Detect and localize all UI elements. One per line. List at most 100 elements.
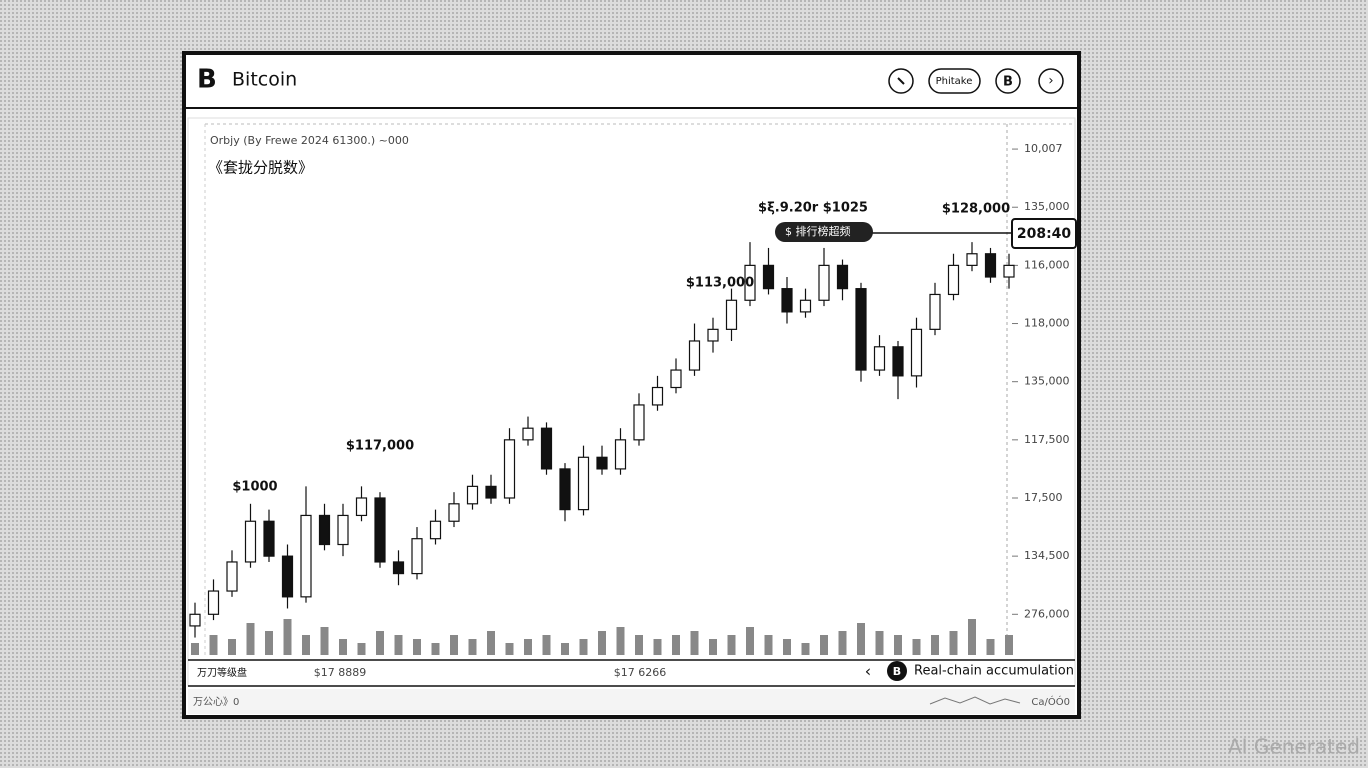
- volume-bar: [487, 631, 495, 655]
- icon-glyph: [897, 77, 905, 85]
- candle-body: [984, 253, 997, 278]
- y-tick-label: 276,000: [1024, 607, 1070, 620]
- y-tick-label: 116,000: [1024, 258, 1070, 271]
- footer-strip: [188, 689, 1075, 714]
- pill-button[interactable]: [928, 68, 981, 94]
- icon-button[interactable]: [995, 68, 1021, 94]
- candle-body: [392, 561, 405, 575]
- plot: 10,007 135,000 116,000 118,000 135,000 117,50…: [189, 142, 1070, 655]
- volume-bar: [246, 623, 255, 655]
- volume-bar: [191, 643, 199, 655]
- volume-bar: [376, 631, 384, 655]
- candle-body: [818, 264, 830, 301]
- chart-panel: [187, 117, 1076, 687]
- volume-bar: [709, 639, 717, 655]
- candle-body: [707, 328, 719, 342]
- candle-body: [466, 485, 479, 505]
- volume-bar: [690, 631, 699, 655]
- volume-bar: [672, 635, 680, 655]
- legend-icon: [887, 661, 907, 681]
- icon-button[interactable]: [1038, 68, 1064, 94]
- annotation: $ξ.9.20r $1025: [758, 201, 868, 216]
- candle-body: [355, 497, 368, 517]
- legend-arrow[interactable]: ‹: [865, 662, 871, 681]
- volume-bar: [949, 631, 958, 655]
- candle-body: [281, 555, 294, 598]
- volume-bar: [431, 643, 440, 655]
- volume-bar: [727, 635, 736, 655]
- candle-body: [448, 503, 460, 522]
- candle-body: [263, 520, 275, 557]
- volume-bar: [968, 619, 976, 655]
- candle-body: [651, 386, 664, 406]
- candle-body: [577, 456, 590, 511]
- candle-body: [633, 404, 645, 441]
- candle-body: [503, 439, 516, 499]
- volume-bar: [1005, 635, 1013, 655]
- volume-bar: [524, 639, 532, 655]
- footer-left: 万公心》0: [193, 696, 239, 708]
- candle-body: [873, 346, 886, 371]
- x-label: $17 8889: [314, 666, 367, 679]
- volume-bar: [542, 635, 551, 655]
- volume-bar: [875, 631, 884, 655]
- volume-bar: [912, 639, 921, 655]
- volume-bar: [764, 635, 773, 655]
- volume-bar: [228, 639, 236, 655]
- candle-body: [485, 485, 497, 499]
- volume-bar: [894, 635, 902, 655]
- candle-body: [337, 514, 349, 546]
- candle-body: [411, 538, 423, 575]
- badge-label: $ 排行榜超频: [785, 224, 851, 238]
- volume-bar: [561, 643, 569, 655]
- candle-body: [1003, 264, 1015, 278]
- volume-bar: [302, 635, 310, 655]
- watermark: AI Generated: [1228, 735, 1360, 759]
- candle-body: [244, 520, 257, 563]
- annotation: $113,000: [686, 276, 754, 291]
- y-tick-label: 17,500: [1024, 491, 1063, 504]
- candle-body: [318, 514, 331, 546]
- footer-right: Ca/ÓÓ0: [1031, 695, 1070, 708]
- y-tick-label: 117,500: [1024, 433, 1070, 446]
- volume-bar: [783, 639, 791, 655]
- candle-body: [947, 264, 960, 296]
- volume-bar: [838, 631, 847, 655]
- candle-body: [614, 439, 627, 470]
- legend-label: Real-chain accumulation: [914, 664, 1074, 679]
- chart-header: Orbjy (By Frewe 2024 61300.) ~000: [210, 134, 409, 147]
- candle-body: [762, 264, 775, 290]
- logo: B: [197, 65, 217, 95]
- candle-body: [892, 346, 904, 377]
- candle-body: [966, 253, 978, 266]
- volume-bar: [579, 639, 588, 655]
- volume-bar: [394, 635, 403, 655]
- app-title: Bitcoin: [232, 69, 297, 91]
- footer-spark: [929, 696, 1021, 705]
- candle-body: [836, 264, 849, 290]
- candle-body: [374, 497, 386, 563]
- candle-body: [929, 293, 941, 330]
- volume-bar: [320, 627, 329, 655]
- candle-body: [688, 340, 701, 371]
- candle-body: [522, 427, 534, 441]
- volume-bar: [635, 635, 643, 655]
- candle-body: [596, 456, 608, 470]
- candle-body: [725, 299, 738, 330]
- candle-body: [429, 520, 442, 540]
- candle-body: [226, 561, 238, 592]
- y-tick-label: 10,007: [1024, 142, 1063, 155]
- candle-body: [207, 590, 220, 615]
- volume-bar: [450, 635, 458, 655]
- volume-bar: [598, 631, 606, 655]
- x-label: $17 6266: [614, 666, 667, 679]
- candle-body: [855, 288, 867, 371]
- volume-bar: [468, 639, 477, 655]
- y-tick-label: 118,000: [1024, 317, 1070, 330]
- price-tag-label: 208:40: [1017, 226, 1072, 242]
- candle-body: [189, 613, 201, 627]
- volume-bar: [265, 631, 273, 655]
- y-tick-label: 134,500: [1024, 549, 1070, 562]
